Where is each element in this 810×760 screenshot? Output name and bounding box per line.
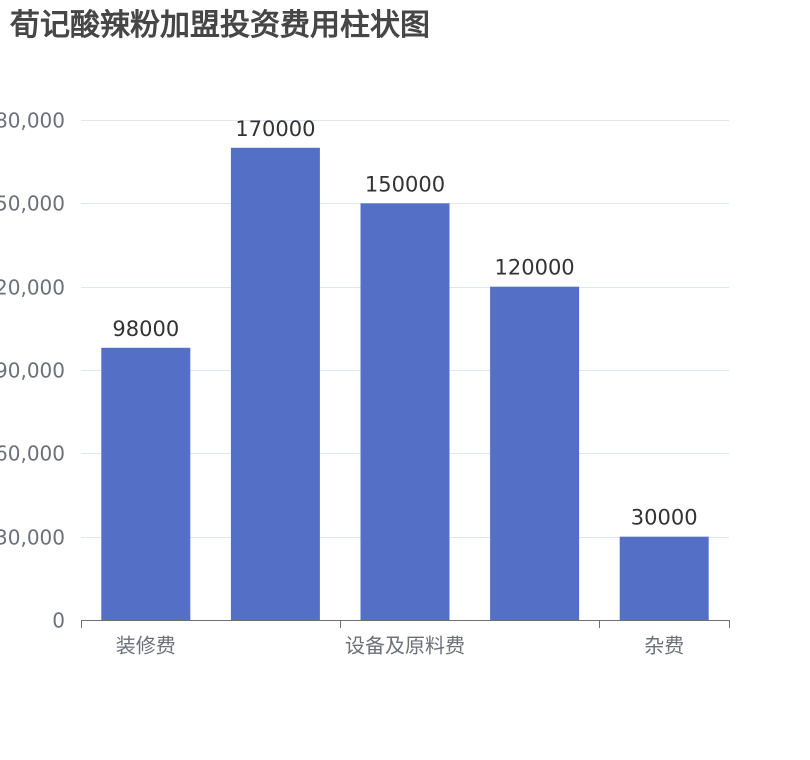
bar-value-label: 120000 bbox=[495, 256, 575, 280]
bar-value-label: 170000 bbox=[235, 117, 315, 141]
y-tick-label: 60,000 bbox=[0, 442, 65, 466]
x-tick-label: 杂费 bbox=[644, 634, 684, 658]
bars bbox=[101, 147, 709, 621]
x-tick-label: 装修费 bbox=[116, 634, 176, 658]
y-tick-label: 180,000 bbox=[0, 109, 65, 133]
y-tick-label: 30,000 bbox=[0, 526, 65, 550]
x-tick-label: 设备及原料费 bbox=[345, 634, 465, 658]
bar bbox=[360, 203, 450, 621]
bar bbox=[101, 347, 191, 620]
bar-value-label: 30000 bbox=[631, 506, 698, 530]
y-tick-label: 150,000 bbox=[0, 192, 65, 216]
data-labels: 98000 170000 150000 120000 30000 bbox=[112, 117, 697, 530]
bar-value-label: 150000 bbox=[365, 172, 445, 196]
chart-title: 荀记酸辣粉加盟投资费用柱状图 bbox=[10, 8, 430, 43]
y-tick-label: 0 bbox=[52, 609, 65, 633]
y-tick-label: 90,000 bbox=[0, 359, 65, 383]
bar bbox=[230, 147, 320, 620]
bar bbox=[490, 286, 580, 620]
axes: 0 30,000 60,000 90,000 120,000 150,000 180,000… bbox=[0, 109, 730, 658]
bar-value-label: 98000 bbox=[112, 317, 179, 341]
y-tick-label: 120,000 bbox=[0, 276, 65, 300]
bar bbox=[619, 536, 709, 620]
